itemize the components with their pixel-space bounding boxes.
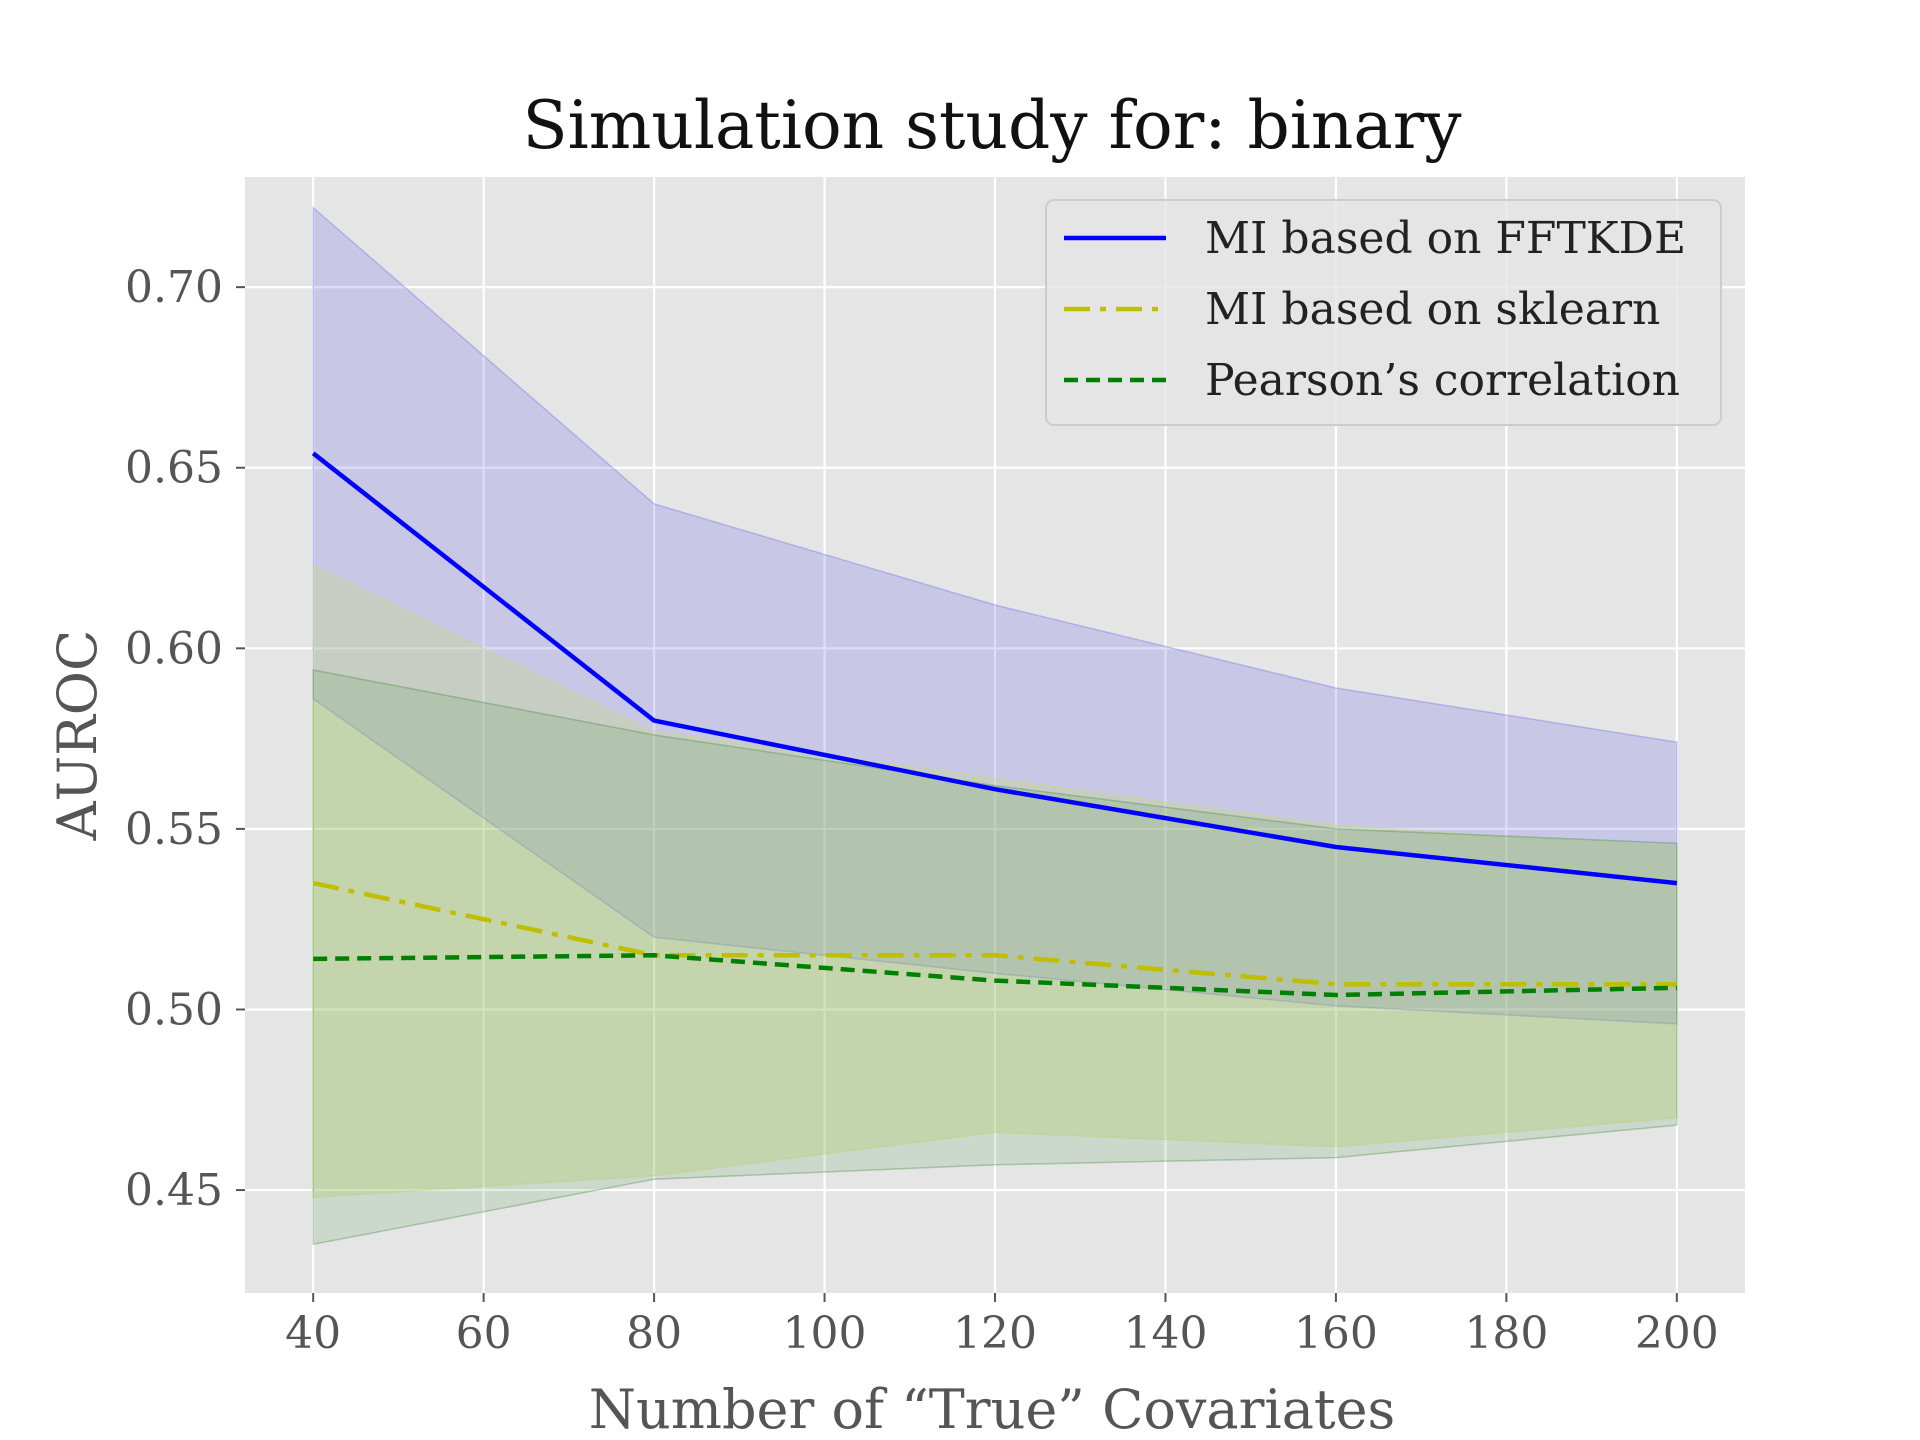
series-lines xyxy=(311,451,1678,998)
line-mi-based-on-fftkde xyxy=(311,451,1678,886)
legend-box xyxy=(1045,199,1722,426)
x-tick-label: 180 xyxy=(1464,1308,1548,1359)
y-axis-ticks: 0.45 0.50 0.55 0.60 0.65 0.70 xyxy=(125,262,245,1216)
x-axis-label: Number of “True” Covariates xyxy=(589,1378,1396,1440)
band-mi-based-on-fftkde xyxy=(312,206,1678,1025)
x-tick-label: 80 xyxy=(626,1308,682,1359)
x-axis-ticks: 40 60 80 100 120 140 160 180 200 xyxy=(285,1293,1719,1359)
x-tick-label: 40 xyxy=(285,1308,341,1359)
y-tick-label: 0.60 xyxy=(125,623,223,674)
line-pearson-s-correlation xyxy=(313,953,1677,998)
x-tick-label: 120 xyxy=(953,1308,1037,1359)
confidence-bands xyxy=(312,206,1678,1246)
x-tick-label: 60 xyxy=(456,1308,512,1359)
x-tick-label: 140 xyxy=(1123,1308,1207,1359)
y-tick-label: 0.55 xyxy=(125,804,223,855)
y-tick-label: 0.65 xyxy=(125,443,223,494)
x-tick-label: 160 xyxy=(1294,1308,1378,1359)
band-mi-based-on-sklearn xyxy=(312,564,1678,1199)
legend: MI based on FFTKDE MI based on sklearn Pea… xyxy=(1045,199,1722,426)
legend-label-mi-based-on-sklearn: MI based on sklearn xyxy=(1205,284,1660,335)
y-tick-label: 0.70 xyxy=(125,262,223,313)
legend-label-mi-based-on-fftkde: MI based on FFTKDE xyxy=(1205,213,1686,264)
chart-title: Simulation study for: binary xyxy=(522,87,1462,164)
y-tick-label: 0.45 xyxy=(125,1165,223,1216)
y-tick-label: 0.50 xyxy=(125,984,223,1035)
x-tick-label: 200 xyxy=(1635,1308,1719,1359)
line-mi-based-on-sklearn xyxy=(312,880,1677,987)
legend-label-pearson-s-correlation: Pearson’s correlation xyxy=(1205,355,1680,406)
x-tick-label: 100 xyxy=(783,1308,867,1359)
y-axis-label: AUROC xyxy=(46,630,109,842)
